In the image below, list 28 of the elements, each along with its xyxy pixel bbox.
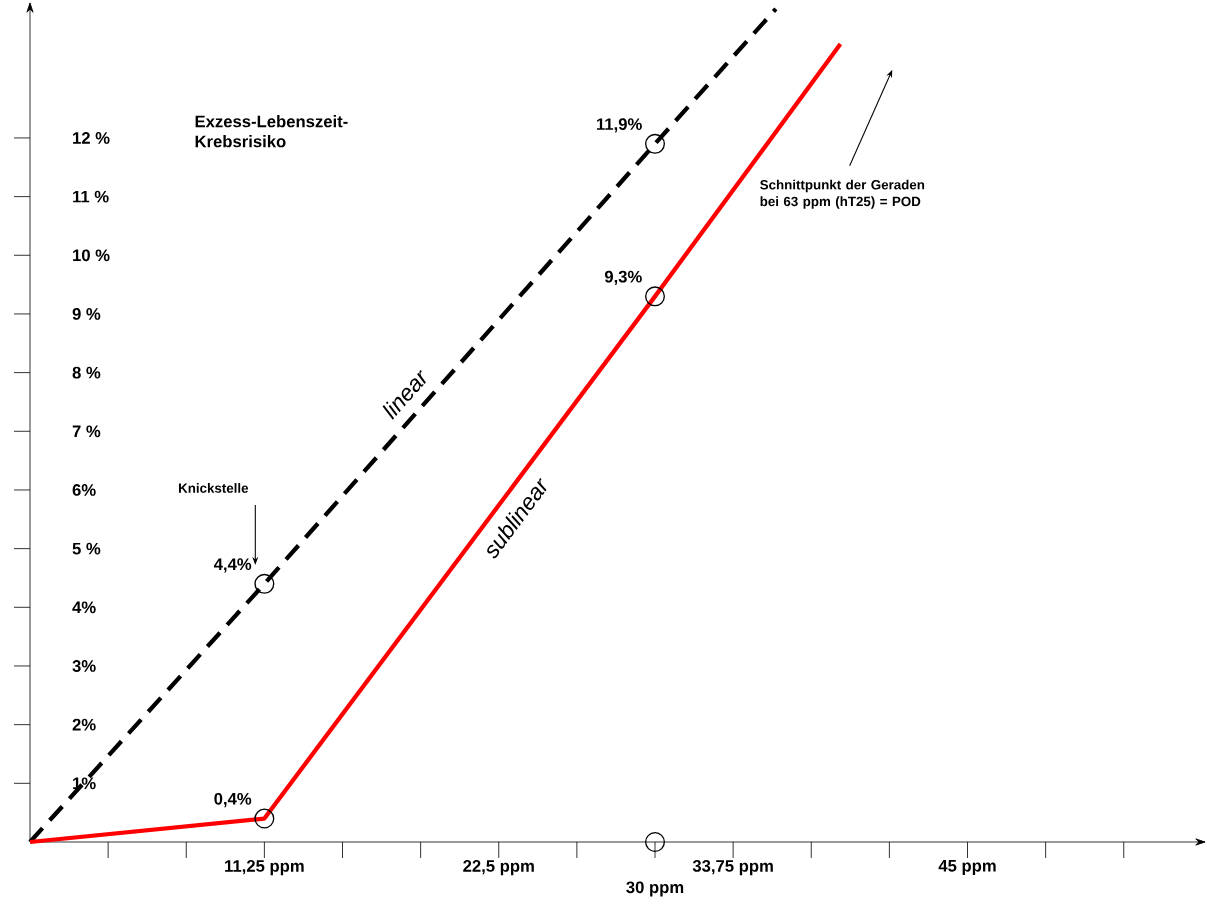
y-tick-label: 4% xyxy=(72,601,96,614)
annotation: Knickstelle xyxy=(179,483,249,493)
y-tick-label: 7 % xyxy=(72,425,101,438)
y-tick-label: 10 % xyxy=(73,249,110,262)
x-tick-label: 11,25 ppm xyxy=(225,860,304,876)
x-tick-label: 45 ppm xyxy=(938,860,996,875)
y-tick-label: 6% xyxy=(72,484,96,496)
data-label: 4,4% xyxy=(213,558,252,573)
point xyxy=(254,808,275,829)
point xyxy=(645,286,666,307)
y-tick-label: 5 % xyxy=(72,542,101,555)
y-tick-label: 2% xyxy=(72,718,96,731)
data-label: 0,4% xyxy=(214,792,252,808)
point xyxy=(645,832,666,852)
data-label: 11,9% xyxy=(597,118,642,133)
y-axis-title: Exzess-Lebenszeit-Krebsrisiko xyxy=(195,115,348,148)
y-tick-label: 11 % xyxy=(73,190,109,203)
point xyxy=(254,573,275,594)
y-tick-label: 3% xyxy=(72,660,96,672)
y-tick-label: 8 % xyxy=(72,366,101,379)
x-tick-label: 22,5 ppm xyxy=(463,860,534,876)
annotation: Schnittpunkt der Geraden bei 63 ppm (hT25) = POD xyxy=(760,179,925,209)
point xyxy=(645,133,666,154)
y-tick-label: 12 % xyxy=(73,132,110,144)
y-tick-label: 9 % xyxy=(72,308,101,320)
data-label: 9,3% xyxy=(604,270,642,285)
annotation: 30 ppm xyxy=(626,881,684,897)
x-tick-label: 33,75 ppm xyxy=(692,860,773,876)
